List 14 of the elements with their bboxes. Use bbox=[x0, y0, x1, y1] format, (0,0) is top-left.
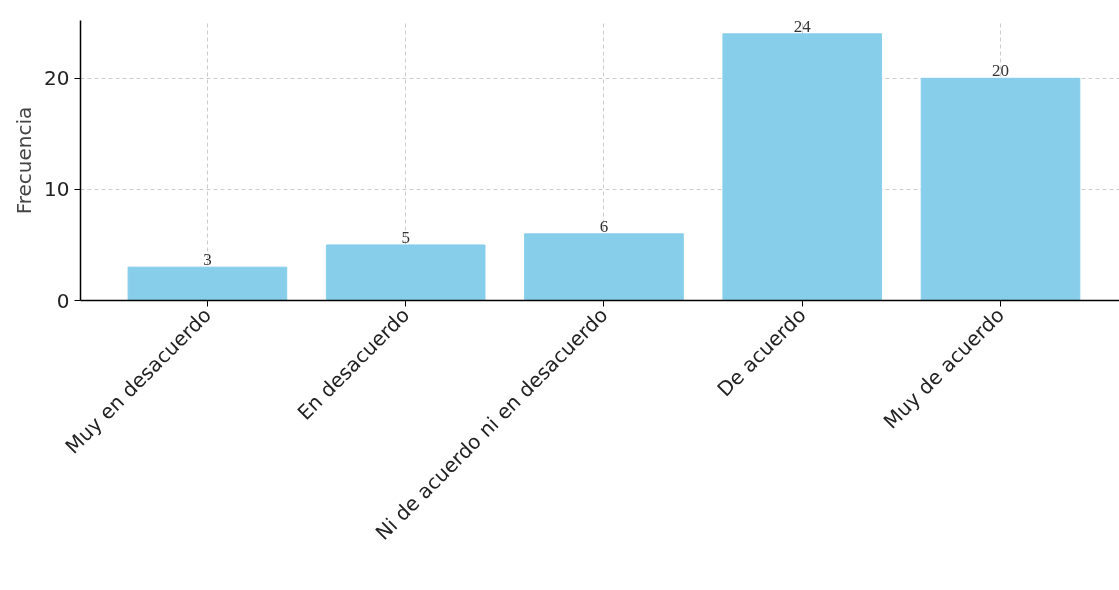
y-tick-label: 20 bbox=[44, 66, 70, 91]
bar bbox=[920, 77, 1081, 301]
bar bbox=[325, 244, 486, 301]
data-label: 5 bbox=[401, 227, 410, 247]
data-label: 3 bbox=[203, 250, 212, 270]
y-tick-label: 10 bbox=[44, 177, 70, 202]
data-label: 24 bbox=[793, 16, 812, 36]
bar bbox=[524, 233, 684, 301]
data-label: 20 bbox=[992, 61, 1010, 81]
bar bbox=[127, 266, 288, 301]
bar bbox=[722, 33, 883, 301]
y-axis-title: Frecuencia bbox=[12, 106, 37, 215]
data-label: 6 bbox=[599, 216, 609, 236]
y-tick-label: 0 bbox=[56, 288, 70, 313]
